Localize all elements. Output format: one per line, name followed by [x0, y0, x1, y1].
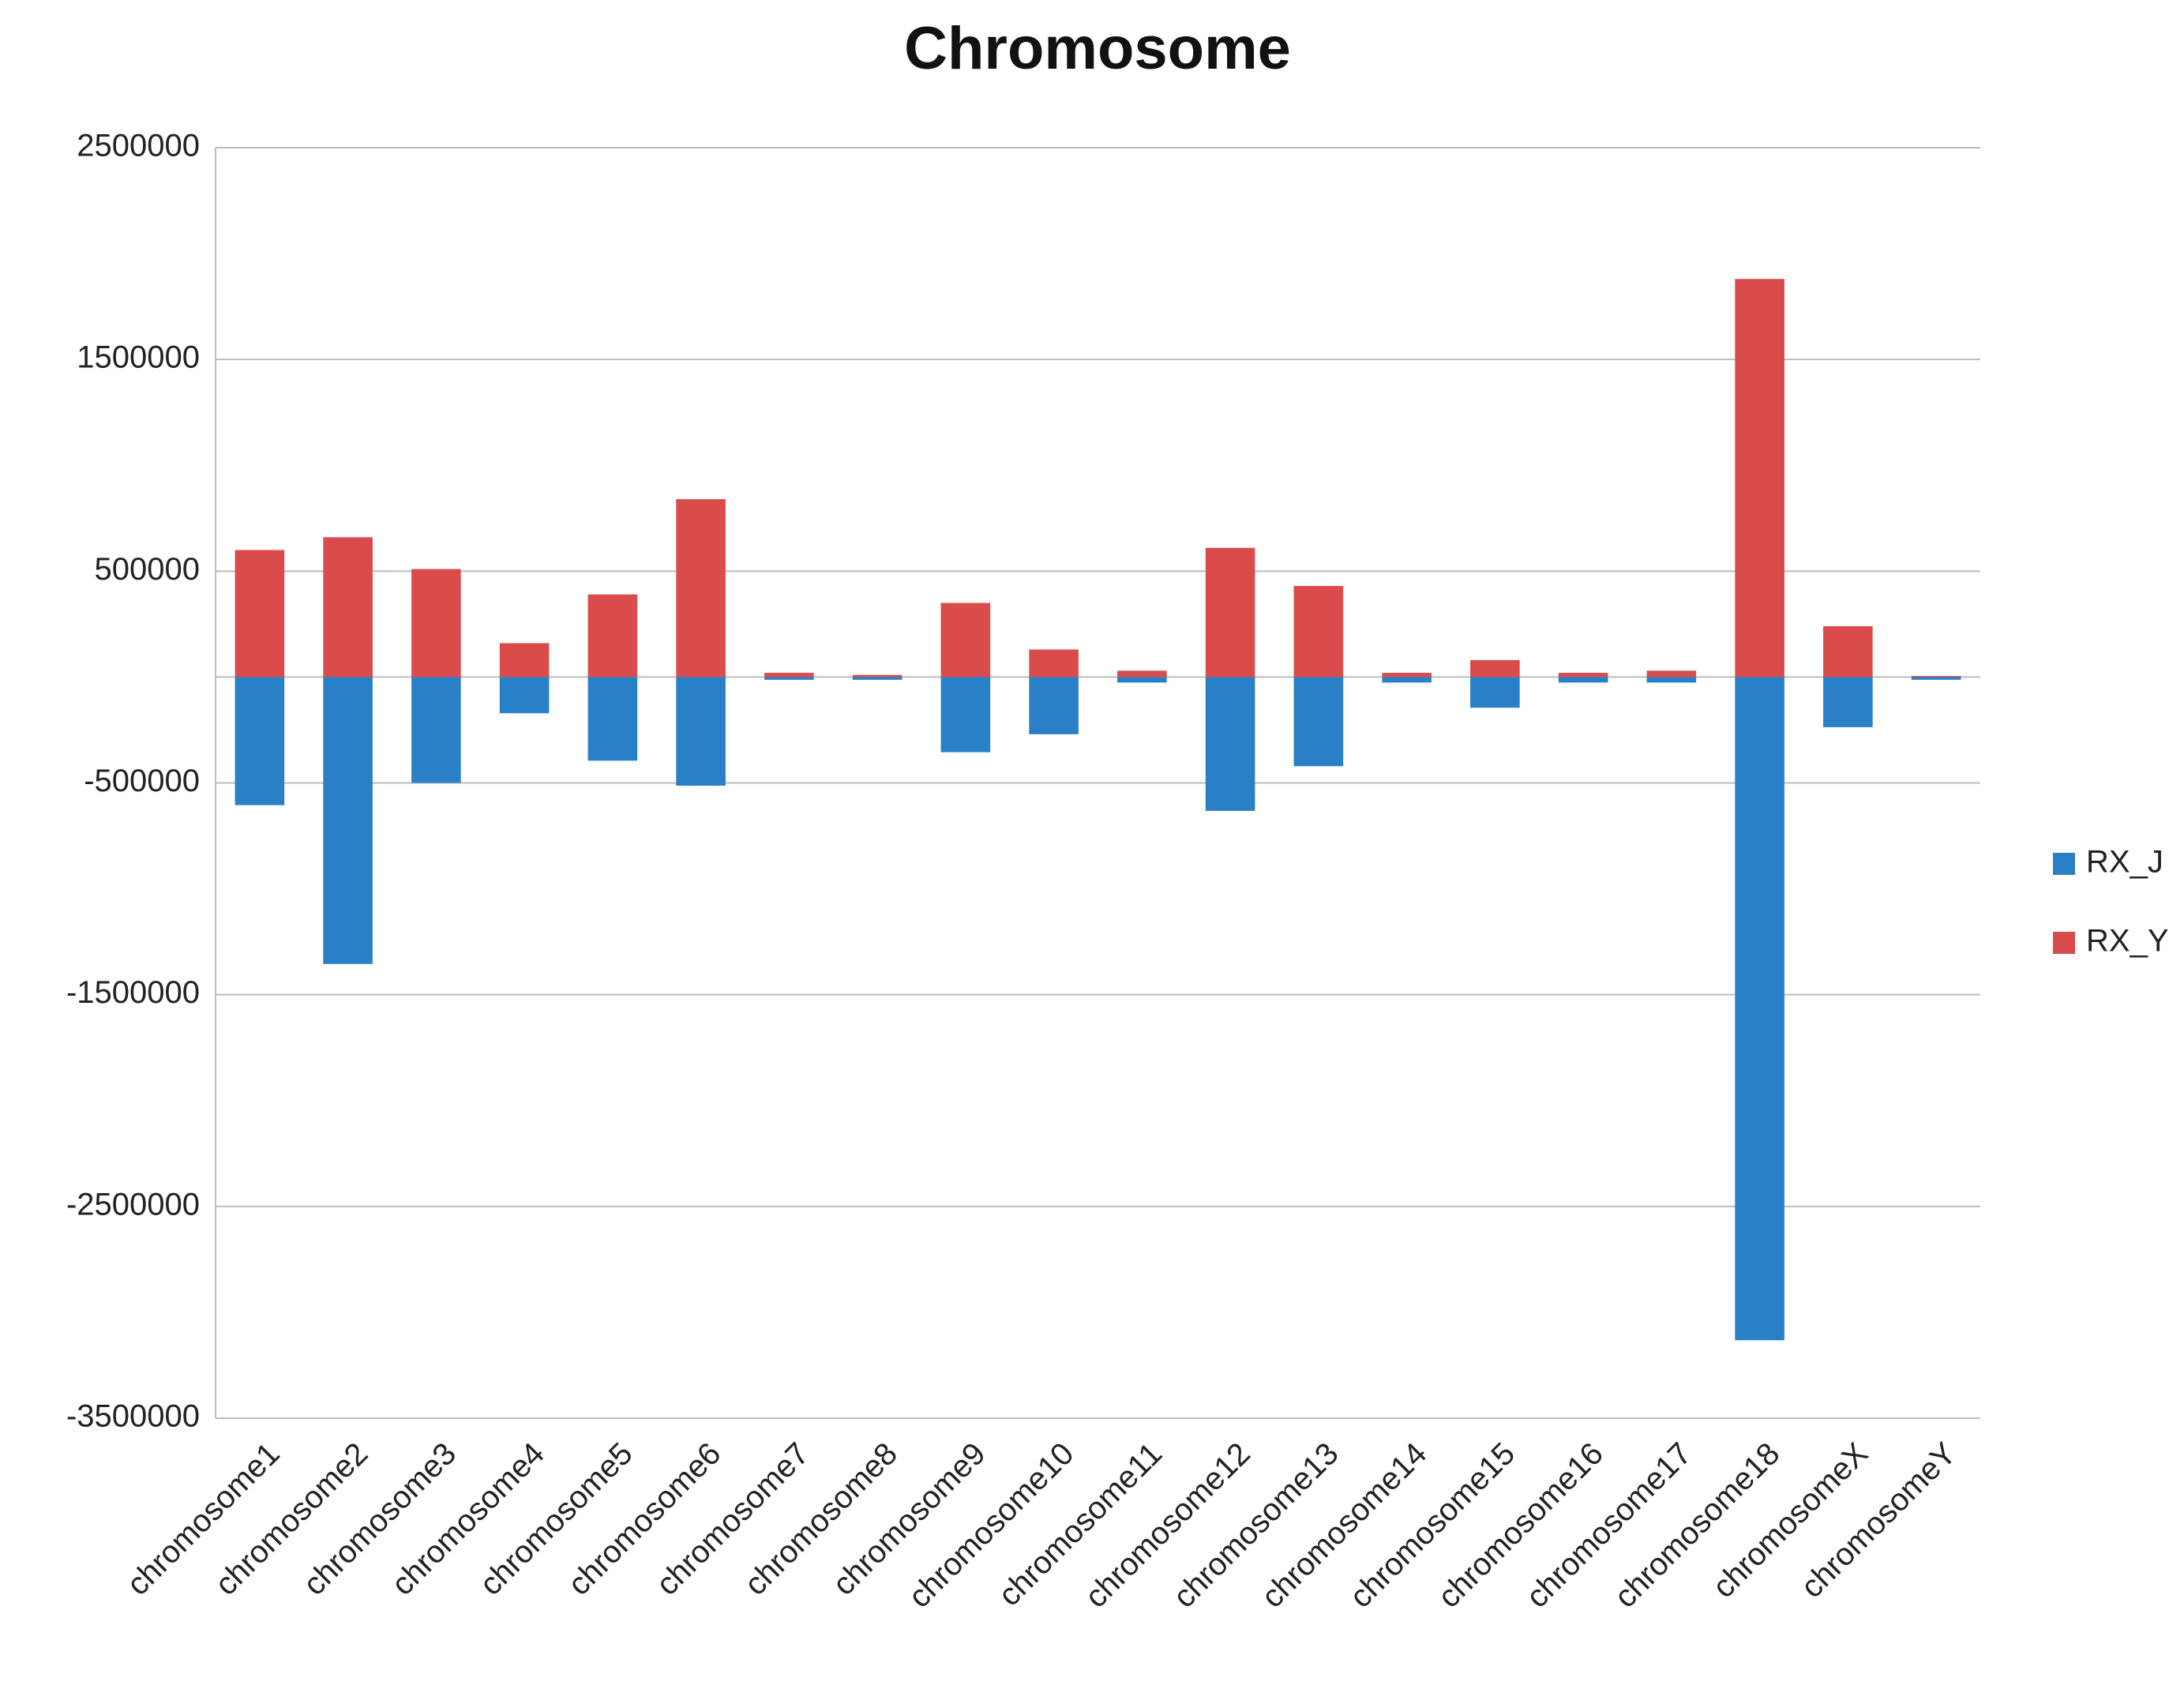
bar: [1293, 586, 1344, 677]
bar: [1029, 649, 1079, 677]
bar: [1646, 677, 1697, 683]
legend-swatch: [2053, 853, 2075, 875]
bar: [1911, 677, 1961, 680]
bar: [1823, 626, 1873, 677]
legend-swatch: [2053, 932, 2075, 954]
bar: [764, 673, 814, 677]
bar: [764, 677, 814, 680]
bar: [1470, 659, 1520, 677]
bar: [235, 550, 285, 677]
x-tick-label: chromosome9: [826, 1436, 992, 1602]
bar: [411, 677, 461, 783]
x-tick-label: chromosome5: [473, 1436, 639, 1602]
y-tick-label: 500000: [95, 552, 200, 587]
bar: [323, 677, 373, 964]
x-tick-label: chromosome3: [297, 1436, 463, 1602]
bar: [1646, 670, 1697, 677]
bar: [1205, 547, 1255, 677]
y-tick-label: 2500000: [77, 129, 200, 163]
bar: [1911, 676, 1961, 677]
bar: [852, 677, 902, 680]
bar: [499, 677, 550, 714]
y-tick-label: -2500000: [66, 1187, 200, 1222]
bar: [1823, 677, 1873, 727]
bar: [235, 677, 285, 805]
bar: [587, 677, 638, 761]
bar: [587, 594, 638, 677]
bar: [411, 569, 461, 677]
bar: [1558, 673, 1608, 677]
x-tick-label: chromosome6: [561, 1436, 727, 1602]
x-tick-label: chromosome13: [1167, 1436, 1345, 1615]
x-tick-label: chromosome18: [1608, 1436, 1786, 1615]
y-tick-label: -1500000: [66, 975, 200, 1010]
bar: [1735, 279, 1784, 677]
bar: [1117, 670, 1167, 677]
bar: [1382, 673, 1432, 677]
x-tick-label: chromosome11: [992, 1436, 1169, 1613]
bar: [1558, 677, 1608, 683]
x-tick-label: chromosome4: [385, 1436, 551, 1602]
bar: [499, 643, 550, 677]
x-tick-label: chromosome12: [1079, 1436, 1257, 1615]
bar: [1382, 677, 1432, 683]
x-tick-label: chromosome7: [650, 1436, 816, 1602]
bar: [1735, 677, 1784, 1341]
legend-label: RX_J: [2086, 845, 2163, 880]
x-tick-label: chromosome2: [208, 1436, 374, 1602]
x-tick-label: chromosome17: [1520, 1436, 1698, 1615]
bar: [1205, 677, 1255, 811]
x-tick-label: chromosomeX: [1706, 1436, 1874, 1605]
x-tick-label: chromosome10: [902, 1436, 1080, 1615]
y-tick-label: 1500000: [77, 340, 200, 375]
x-tick-label: chromosome14: [1255, 1436, 1433, 1615]
bar: [940, 677, 991, 753]
x-tick-label: chromosome15: [1343, 1436, 1522, 1615]
bar: [1470, 677, 1520, 708]
bar: [676, 677, 726, 786]
bar: [1117, 677, 1167, 683]
x-tick-label: chromosomeY: [1795, 1436, 1963, 1605]
x-tick-label: chromosome8: [738, 1436, 904, 1602]
bar: [852, 674, 902, 677]
bar: [940, 602, 991, 677]
bar: [323, 537, 373, 677]
chart-title: Chromosome: [904, 15, 1291, 82]
x-tick-label: chromosome1: [120, 1436, 286, 1602]
x-tick-label: chromosome16: [1432, 1436, 1610, 1615]
legend-label: RX_Y: [2086, 924, 2169, 959]
bar: [676, 499, 726, 677]
y-tick-label: -500000: [84, 764, 200, 798]
bar: [1293, 677, 1344, 767]
bar: [1029, 677, 1079, 734]
y-tick-label: -3500000: [66, 1399, 200, 1434]
